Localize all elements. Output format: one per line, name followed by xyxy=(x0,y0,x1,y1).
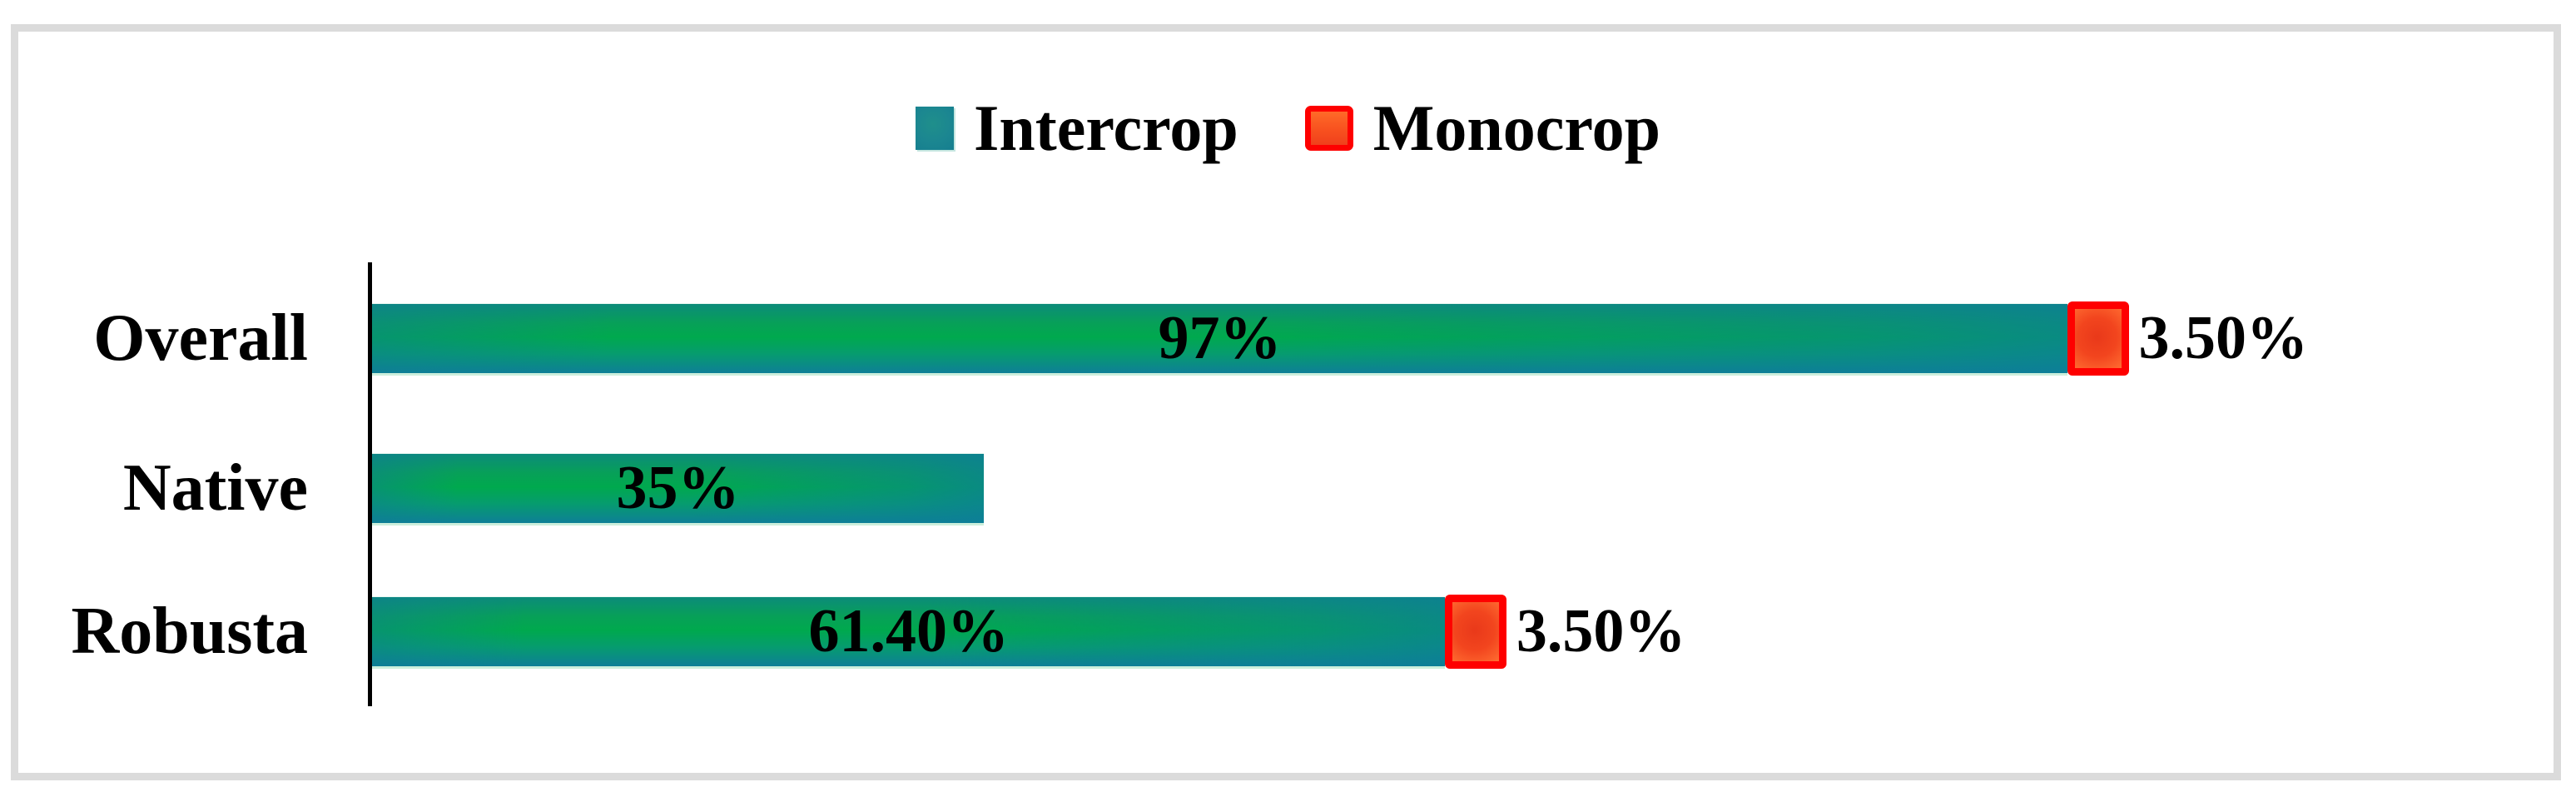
bar-intercrop-robusta: 61.40% xyxy=(372,597,1446,666)
monocrop-swatch-icon xyxy=(1304,106,1353,151)
category-label-robusta: Robusta xyxy=(71,595,308,668)
legend-item-monocrop: Monocrop xyxy=(1304,92,1660,164)
legend-label-monocrop: Monocrop xyxy=(1372,92,1660,164)
value-label-monocrop-overall: 3.50% xyxy=(2138,304,2309,372)
value-label-monocrop-robusta: 3.50% xyxy=(1516,597,1686,665)
chart-row-robusta: Robusta 61.40% 3.50% xyxy=(0,595,2576,669)
category-label-overall: Overall xyxy=(93,301,308,375)
y-axis-line xyxy=(368,262,372,706)
chart-row-native: Native 35% xyxy=(0,454,2576,523)
bar-intercrop-native: 35% xyxy=(372,454,984,523)
value-label-intercrop-overall: 97% xyxy=(1158,304,1282,372)
legend-item-intercrop: Intercrop xyxy=(916,93,1238,163)
bar-monocrop-overall xyxy=(2067,301,2129,376)
chart-row-overall: Overall 97% 3.50% xyxy=(0,301,2576,376)
legend-label-intercrop: Intercrop xyxy=(974,92,1238,164)
bar-intercrop-overall: 97% xyxy=(372,304,2067,373)
value-label-intercrop-robusta: 61.40% xyxy=(808,597,1009,665)
intercrop-swatch-icon xyxy=(916,107,954,150)
legend: Intercrop Monocrop xyxy=(0,93,2576,163)
category-label-native: Native xyxy=(122,451,308,525)
value-label-intercrop-native: 35% xyxy=(616,454,740,522)
bar-monocrop-robusta xyxy=(1445,595,1506,669)
